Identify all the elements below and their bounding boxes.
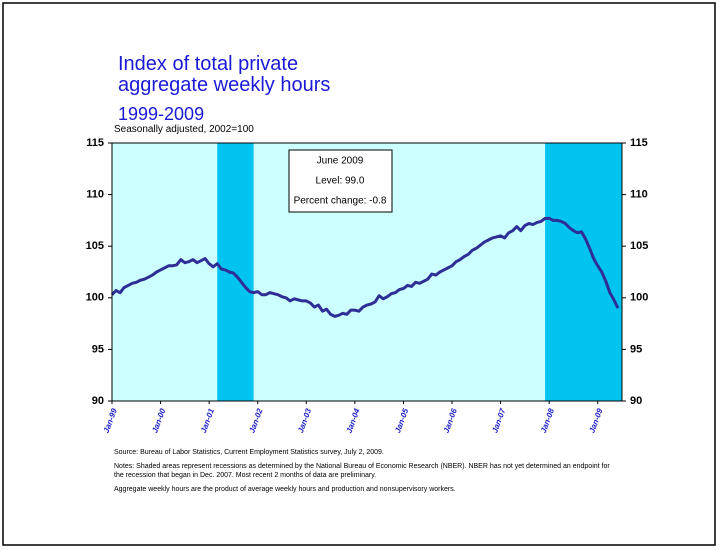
y-tick-label: 110	[86, 189, 104, 201]
plot-border	[111, 142, 623, 402]
annotation-line: Level: 99.0	[316, 176, 365, 187]
y-tick-label: 95	[92, 343, 104, 355]
annotation-title: June 2009	[317, 156, 364, 167]
y-tick-label: 100	[86, 292, 104, 304]
x-tick-label: Jan-99	[102, 407, 119, 434]
note: Aggregate weekly hours are the product o…	[114, 486, 456, 493]
x-tick-label: Jan-08	[539, 407, 556, 434]
x-tick-label: Jan-09	[587, 407, 604, 434]
y2-tick-label: 105	[630, 240, 648, 252]
y2-tick-label: 110	[630, 189, 648, 201]
recession-band	[545, 143, 622, 401]
annotation-line: Percent change: -0.8	[294, 196, 387, 207]
y2-tick-label: 100	[630, 292, 648, 304]
notes: Source: Bureau of Labor Statistics, Curr…	[114, 448, 614, 499]
x-tick-label: Jan-00	[150, 407, 167, 434]
recession-band	[217, 143, 254, 401]
y-tick-label: 90	[92, 395, 104, 407]
annotation: June 2009 Level: 99.0 Percent change: -0…	[288, 149, 393, 213]
x-tick-label: Jan-01	[199, 407, 216, 434]
chart-title: Index of total private aggregate weekly …	[118, 53, 331, 96]
y2-tick-label: 115	[630, 137, 648, 149]
source-note: Source: Bureau of Labor Statistics, Curr…	[114, 449, 384, 456]
y-tick-label: 105	[86, 240, 104, 252]
chart-period: 1999-2009	[118, 104, 205, 124]
data-line	[110, 216, 620, 318]
y2-tick-label: 95	[630, 343, 642, 355]
annotation-box	[288, 149, 393, 213]
note: Notes: Shaded areas represent recessions…	[114, 463, 610, 479]
x-tick-label: Jan-04	[345, 407, 362, 434]
chart-subtitle: Seasonally adjusted, 2002=100	[114, 124, 254, 135]
x-tick-label: Jan-02	[247, 407, 264, 434]
y2-tick-label: 90	[630, 395, 642, 407]
x-tick-label: Jan-03	[296, 407, 313, 434]
x-tick-label: Jan-06	[442, 407, 459, 434]
x-tick-label: Jan-05	[393, 407, 410, 434]
y-tick-label: 115	[86, 137, 104, 149]
x-tick-label: Jan-07	[490, 407, 507, 434]
